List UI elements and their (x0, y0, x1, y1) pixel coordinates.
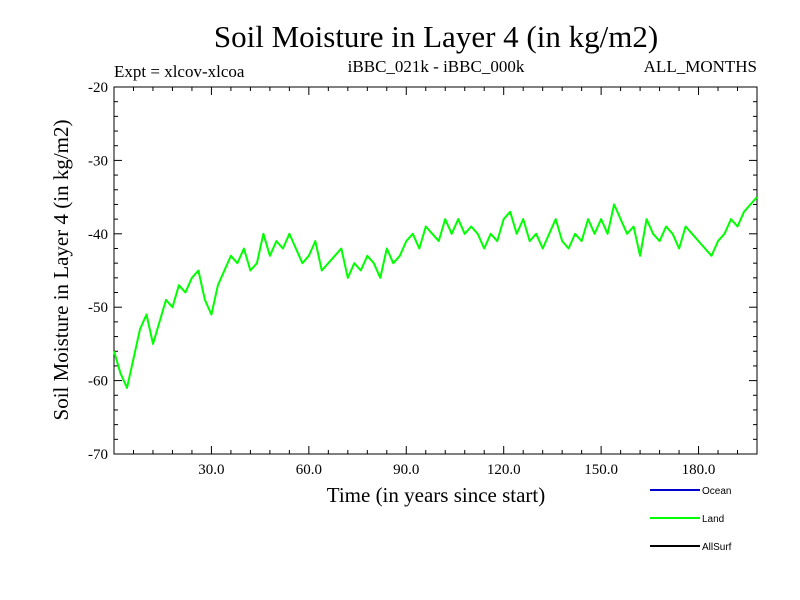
plot-frame (113, 86, 758, 455)
legend: Ocean Land AllSurf (650, 486, 732, 553)
legend-label-ocean: Ocean (702, 486, 731, 497)
series-line-land (113, 196, 758, 389)
y-axis: -20 -30 -40 -50 -60 -70 (88, 80, 757, 463)
x-tick-label: 150.0 (584, 462, 618, 478)
y-tick-label: -50 (88, 300, 108, 316)
y-axis-label: Soil Moisture in Layer 4 (in kg/m2) (49, 120, 73, 421)
y-tick-label: -40 (88, 227, 108, 243)
y-tick-label: -20 (88, 80, 108, 96)
chart-title: Soil Moisture in Layer 4 (in kg/m2) (214, 19, 658, 54)
x-tick-label: 180.0 (682, 462, 716, 478)
series-group (113, 196, 758, 389)
y-tick-label: -60 (88, 374, 108, 390)
subtitle-right: ALL_MONTHS (644, 57, 757, 76)
legend-label-land: Land (702, 514, 724, 525)
legend-label-allsurf: AllSurf (702, 542, 732, 553)
y-tick-label: -30 (88, 153, 108, 169)
x-axis-label: Time (in years since start) (327, 483, 546, 507)
subtitle-center: iBBC_021k - iBBC_000k (348, 57, 525, 76)
y-tick-label: -70 (88, 447, 108, 463)
x-tick-label: 90.0 (393, 462, 419, 478)
x-axis: 30.0 60.0 90.0 120.0 150.0 180.0 (132, 87, 739, 478)
x-tick-label: 30.0 (198, 462, 224, 478)
x-tick-label: 60.0 (296, 462, 322, 478)
subtitle-left: Expt = xlcov-xlcoa (114, 62, 245, 81)
x-tick-label: 120.0 (487, 462, 521, 478)
